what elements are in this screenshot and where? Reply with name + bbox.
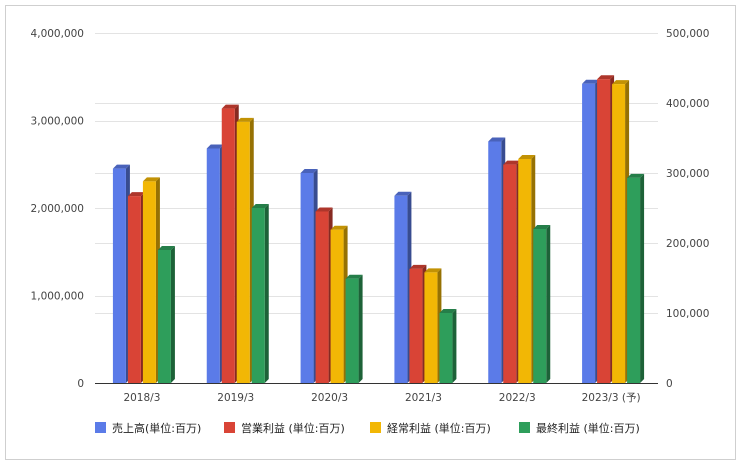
bar <box>518 155 536 383</box>
bar <box>612 80 630 383</box>
legend-swatch <box>224 422 235 433</box>
legend-label: 経常利益 (単位:百万) <box>387 421 491 435</box>
category-label: 2023/3 (予) <box>582 392 641 404</box>
legend-label: 売上高(単位:百万) <box>112 421 201 435</box>
legend-label: 最終利益 (単位:百万) <box>536 421 640 435</box>
bar <box>251 204 269 383</box>
right-axis-tick-label: 300,000 <box>666 168 709 180</box>
bar <box>582 79 600 383</box>
right-axis-tick-label: 100,000 <box>666 308 709 320</box>
bar <box>206 144 224 383</box>
legend-swatch <box>370 422 381 433</box>
category-labels: 2018/3 2019/3 2020/3 2021/3 2022/3 2023/3 (予) <box>123 392 640 404</box>
right-axis-tick-label: 0 <box>666 378 673 390</box>
bar <box>627 173 645 383</box>
legend-swatch <box>95 422 106 433</box>
category-label: 2021/3 <box>405 392 442 404</box>
category-label: 2018/3 <box>123 392 160 404</box>
legend-swatch <box>519 422 530 433</box>
left-axis-tick-label: 3,000,000 <box>31 116 84 128</box>
bar <box>488 137 506 383</box>
bar <box>236 117 254 384</box>
legend-item[interactable]: 経常利益 (単位:百万) <box>370 421 491 435</box>
bar <box>127 192 145 383</box>
left-axis-ticks: 0 1,000,000 2,000,000 3,000,000 4,000,000 <box>31 28 84 390</box>
legend-item[interactable]: 売上高(単位:百万) <box>95 421 201 435</box>
right-axis-ticks: 0 100,000 200,000 300,000 400,000 500,000 <box>666 28 709 390</box>
category-label: 2019/3 <box>217 392 254 404</box>
left-axis-tick-label: 4,000,000 <box>31 28 84 40</box>
category-label: 2020/3 <box>311 392 348 404</box>
legend-label: 営業利益 (単位:百万) <box>241 421 345 435</box>
gridlines <box>95 33 658 314</box>
bar <box>503 160 521 383</box>
bar <box>142 177 160 383</box>
bar <box>597 75 615 383</box>
legend-item[interactable]: 最終利益 (単位:百万) <box>519 421 640 435</box>
bar <box>394 191 412 383</box>
bar-group <box>112 75 645 384</box>
bar <box>533 225 551 383</box>
bar <box>409 264 427 383</box>
bar <box>345 274 363 383</box>
right-axis-tick-label: 200,000 <box>666 238 709 250</box>
right-axis-tick-label: 500,000 <box>666 28 709 40</box>
bar <box>424 268 442 383</box>
bar <box>315 207 333 383</box>
left-axis-tick-label: 2,000,000 <box>31 203 84 215</box>
left-axis-tick-label: 1,000,000 <box>31 291 84 303</box>
bar <box>157 246 175 383</box>
right-axis-tick-label: 400,000 <box>666 98 709 110</box>
left-axis-tick-label: 0 <box>77 378 84 390</box>
category-label: 2022/3 <box>499 392 536 404</box>
bar <box>330 225 348 383</box>
bar <box>439 309 457 383</box>
legend: 売上高(単位:百万) 営業利益 (単位:百万) 経常利益 (単位:百万) 最終利益 (… <box>95 421 640 435</box>
legend-item[interactable]: 営業利益 (単位:百万) <box>224 421 345 435</box>
bar <box>112 164 130 383</box>
bar <box>221 104 239 383</box>
bar <box>300 169 318 383</box>
